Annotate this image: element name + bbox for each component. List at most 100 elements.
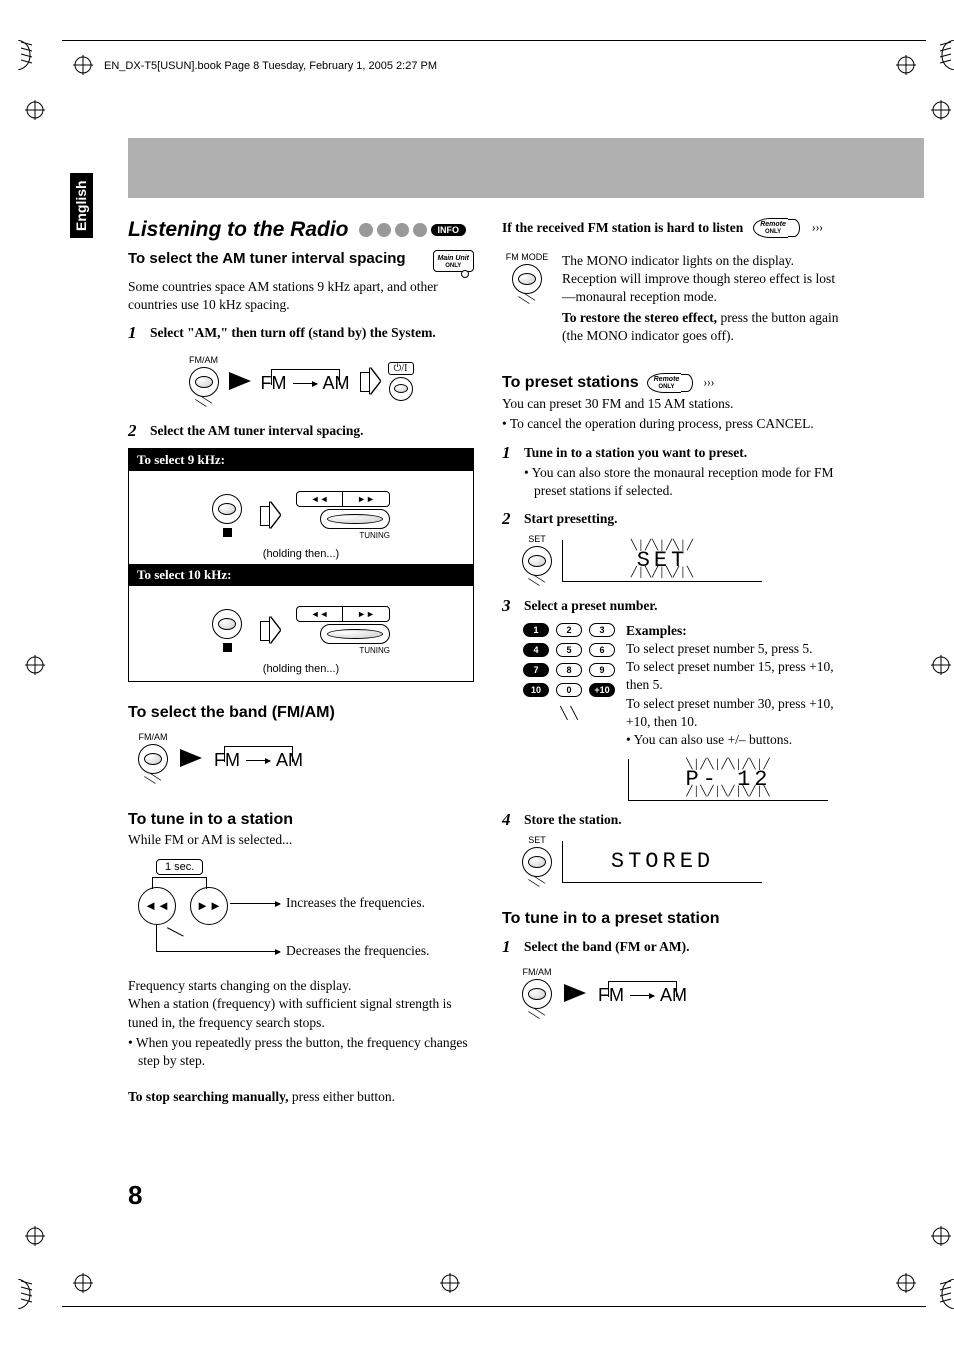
language-tab: English (70, 173, 93, 238)
page-number: 8 (128, 1180, 142, 1211)
keypad-3: 3 (589, 623, 615, 637)
crop-target-icon (25, 1226, 45, 1246)
arrow-outline-icon (260, 617, 278, 643)
intro-text: Some countries space AM stations 9 kHz a… (128, 278, 474, 314)
am-label: AM (276, 750, 303, 771)
bullet-text: You can also store the monaural receptio… (532, 465, 834, 498)
crop-target-icon (896, 1273, 916, 1293)
display-set: ╲│╱╲│╱╲│╱ SET ╱│╲╱│╲╱│╲ (562, 540, 762, 582)
increase-label: Increases the frequencies. (286, 895, 425, 911)
button-label: SET (528, 534, 546, 544)
step-number: 4 (502, 811, 516, 828)
rewind-button-icon: ◄◄ (138, 887, 176, 925)
black-bar-10khz: To select 10 kHz: (129, 564, 473, 586)
preset-cancel: • To cancel the operation during process… (502, 415, 848, 433)
decorative-dots (359, 223, 427, 237)
example-text: To select preset number 15, press +10, t… (626, 658, 848, 694)
keypad-4: 4 (523, 643, 549, 657)
fmam-button-icon: FM/AM ╲ ╲ (522, 967, 552, 1020)
crop-line (62, 40, 926, 41)
crop-target-icon (931, 655, 951, 675)
holding-label: (holding then...) (129, 663, 473, 681)
tuning-button-icon: ◄◄►► TUNING (296, 491, 390, 540)
binder-icon (18, 1279, 40, 1309)
crop-target-icon (931, 100, 951, 120)
keypad-10: 10 (523, 683, 549, 697)
examples-heading: Examples: (626, 623, 687, 638)
set-button-icon: SET ╲ ╲ (522, 835, 552, 888)
step-text: Select a preset number. (524, 597, 657, 615)
subtitle-am-interval: To select the AM tuner interval spacing (128, 250, 425, 267)
badge-text: ONLY (658, 384, 674, 390)
info-badge: INFO (431, 224, 467, 236)
freq-p2: When a station (frequency) with sufficie… (128, 995, 474, 1031)
fmam-button-icon: FM/AM ╲ ╲ (189, 355, 219, 408)
step-text: Select the AM tuner interval spacing. (150, 422, 363, 440)
step-number: 2 (128, 422, 142, 439)
badge-text: Remote (760, 221, 786, 228)
bold-text: To restore the stereo effect, (562, 310, 717, 325)
forward-button-icon: ►► (190, 887, 228, 925)
keypad-2: 2 (556, 623, 582, 637)
keypad-0: 0 (556, 683, 582, 697)
tune-diagram: 1 sec. ◄◄ ►► Increases the frequencies. … (128, 859, 474, 959)
step-number: 3 (502, 597, 516, 614)
right-column: If the received FM station is hard to li… (502, 218, 848, 1106)
mono-text: The MONO indicator lights on the display… (562, 252, 848, 307)
subtitle-select-band: To select the band (FM/AM) (128, 704, 474, 722)
arrow-outline-icon (260, 502, 278, 528)
main-unit-only-badge: Main Unit ONLY (433, 250, 475, 272)
button-label: FM/AM (189, 355, 218, 365)
power-button-icon: ⏻/I (388, 362, 414, 401)
stop-search: To stop searching manually, press either… (128, 1088, 474, 1106)
black-bar-9khz: To select 9 kHz: (129, 449, 473, 471)
arrow-icon (564, 984, 586, 1002)
button-label: FM MODE (506, 252, 549, 262)
one-sec-label: 1 sec. (156, 859, 203, 875)
binder-icon (932, 40, 954, 70)
bullet-text: When you repeatedly press the button, th… (136, 1035, 468, 1068)
keypad-8: 8 (556, 663, 582, 677)
display-text: STORED (611, 849, 714, 874)
display-stored: STORED (562, 841, 762, 883)
button-label: FM/AM (139, 732, 168, 742)
interval-selection-box: To select 9 kHz: ◄◄►► TUNING (holding th… (128, 448, 474, 682)
bullet-text: To cancel the operation during process, … (510, 416, 814, 431)
example-text: To select preset number 5, press 5. (626, 640, 848, 658)
signal-waves-icon: ››› (812, 221, 823, 235)
badge-text: Main Unit (438, 255, 470, 262)
step-text: Store the station. (524, 811, 622, 829)
step-number: 2 (502, 510, 516, 527)
page-title: Listening to the Radio (128, 218, 349, 242)
tuning-label: TUNING (359, 646, 390, 655)
arrow-outline-icon (360, 368, 378, 394)
crop-target-icon (896, 55, 916, 75)
remote-only-badge: RemoteONLY (753, 218, 800, 238)
tuning-label: TUNING (359, 531, 390, 540)
step-sub: • You can also store the monaural recept… (524, 464, 848, 500)
badge-text: Remote (654, 376, 680, 383)
keypad-7: 7 (523, 663, 549, 677)
preset-title: To preset stations (502, 374, 639, 392)
set-button-icon: SET ╲ ╲ (522, 534, 552, 587)
fm-label: FM (598, 985, 624, 1006)
fm-am-cycle: FM AM (598, 981, 687, 1006)
crop-line (62, 1306, 926, 1307)
keypad-grid: 1 2 3 4 5 6 7 8 9 10 (522, 622, 616, 702)
keypad-9: 9 (589, 663, 615, 677)
keypad: 1 2 3 4 5 6 7 8 9 10 (522, 622, 616, 722)
keypad-1: 1 (523, 623, 549, 637)
fm-am-cycle: FM AM (214, 746, 303, 771)
keypad-plus10: +10 (589, 683, 615, 697)
crop-target-icon (25, 100, 45, 120)
example-text: To select preset number 30, press +10, +… (626, 695, 848, 731)
remote-only-badge: RemoteONLY (647, 373, 694, 393)
fm-label: FM (214, 750, 240, 771)
tune-preset-title: To tune in to a preset station (502, 910, 848, 928)
crop-target-icon (931, 1226, 951, 1246)
button-label: FM/AM (523, 967, 552, 977)
step-number: 1 (502, 938, 516, 955)
header-filename: EN_DX-T5[USUN].book Page 8 Tuesday, Febr… (104, 60, 437, 72)
bold-text: To stop searching manually, (128, 1089, 289, 1104)
holding-label: (holding then...) (129, 548, 473, 560)
